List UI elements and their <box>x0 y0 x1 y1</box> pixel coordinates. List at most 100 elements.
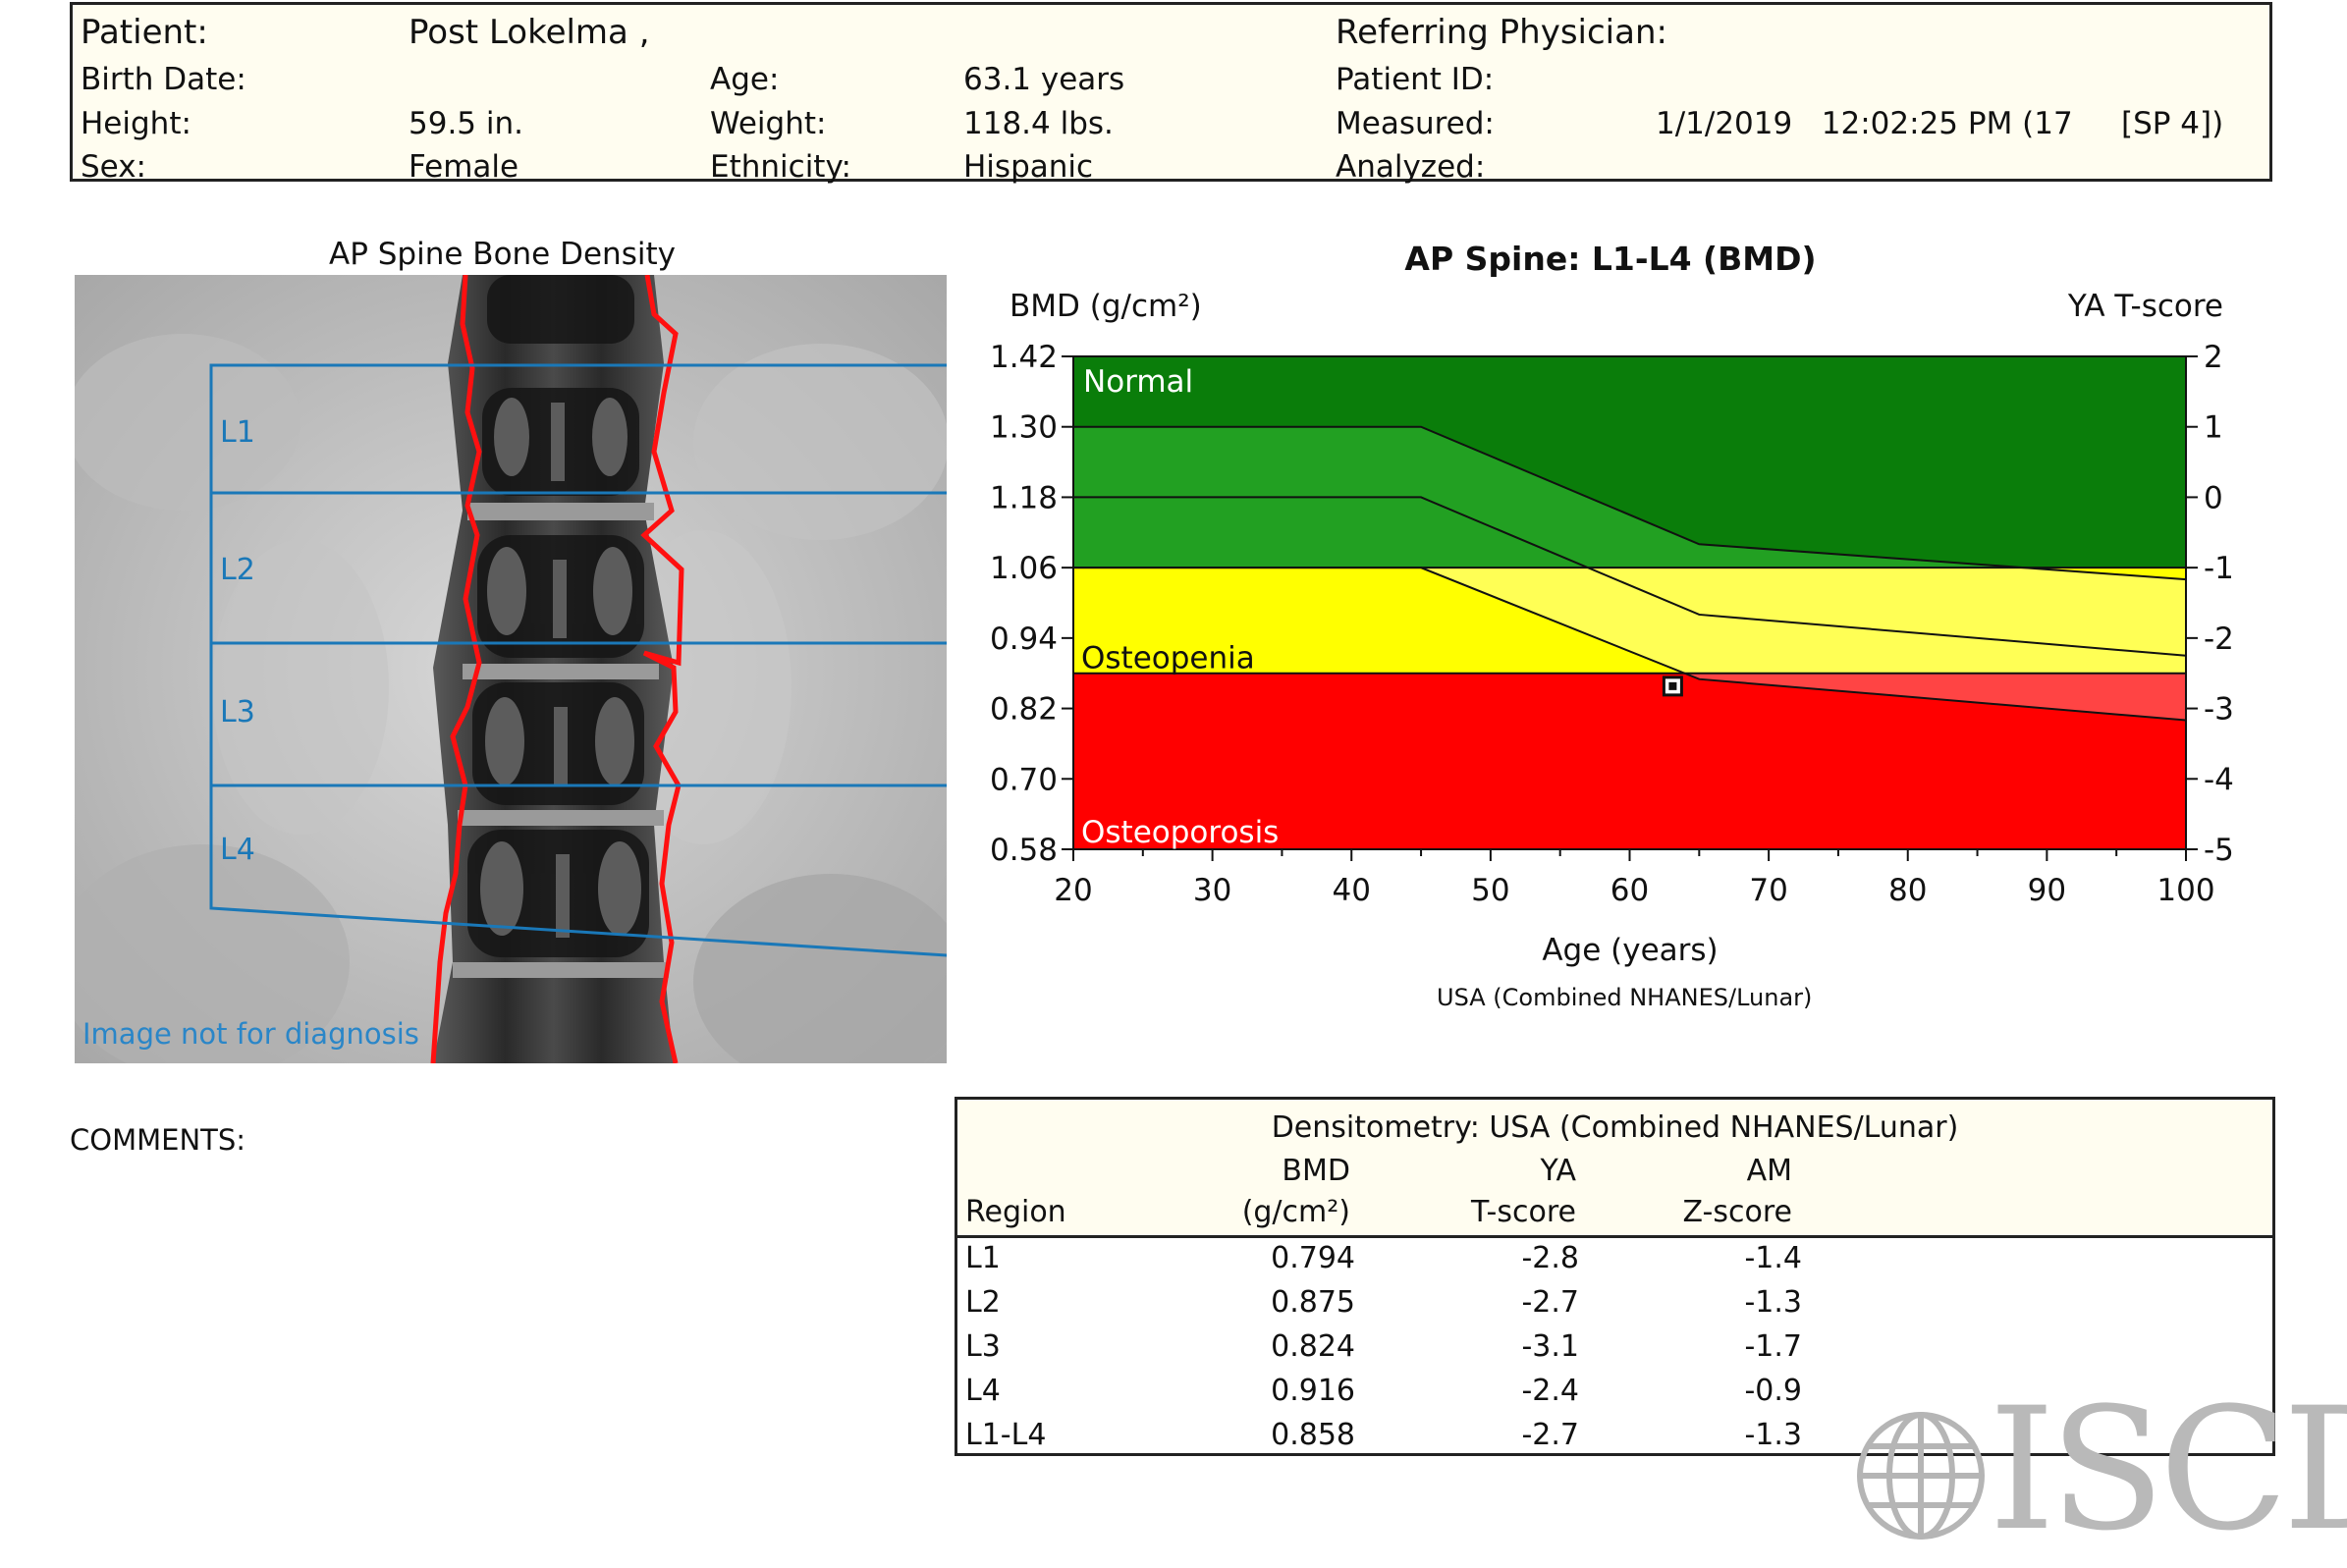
y2-axis-label: YA T-score <box>2067 289 2223 324</box>
row-bmd: 0.875 <box>1271 1285 1355 1320</box>
measured-label: Measured: <box>1336 106 1495 141</box>
vertebral-details <box>480 398 641 938</box>
row-tscore: -2.7 <box>1521 1285 1579 1320</box>
reference-population-note: USA (Combined NHANES/Lunar) <box>1437 984 1813 1011</box>
x-tick-label: 70 <box>1749 873 1787 908</box>
roi-label-l3: L3 <box>220 695 255 730</box>
roi-label-l1: L1 <box>220 415 255 450</box>
roi-label-l4: L4 <box>220 833 255 867</box>
diagnosis-watermark: Image not for diagnosis <box>82 1017 419 1051</box>
col-zscore-header: Z-score <box>1682 1195 1792 1229</box>
zone-label-normal: Normal <box>1083 364 1193 400</box>
y2-tick-label: -4 <box>2204 762 2234 797</box>
spine-image-title: AP Spine Bone Density <box>329 237 676 272</box>
row-region: L3 <box>965 1329 1001 1364</box>
col-tscore-header: T-score <box>1470 1195 1576 1229</box>
reference-curve-2 <box>1073 496 2187 657</box>
left-bone-edge <box>430 275 482 1063</box>
sex-label: Sex: <box>81 149 146 185</box>
row-region: L2 <box>965 1285 1001 1320</box>
row-tscore: -2.4 <box>1521 1374 1579 1408</box>
sex-value: Female <box>409 149 519 185</box>
reference-curve-1 <box>1073 425 2187 581</box>
row-zscore: -1.3 <box>1744 1418 1802 1452</box>
reference-band-osteopenia <box>1073 568 2186 674</box>
y-tick-label: 1.30 <box>990 410 1058 446</box>
row-zscore: -1.7 <box>1744 1329 1802 1364</box>
patient-marker-dot <box>1668 681 1677 690</box>
row-tscore: -2.8 <box>1521 1241 1579 1275</box>
row-tscore: -2.7 <box>1521 1418 1579 1452</box>
zone-label-osteoporosis: Osteoporosis <box>1081 815 1279 850</box>
row-region: L1-L4 <box>965 1418 1047 1452</box>
x-axis-label: Age (years) <box>1542 933 1718 968</box>
row-zscore: -1.3 <box>1744 1285 1802 1320</box>
reference-curve-3 <box>1073 567 2187 722</box>
y-tick-label: 1.06 <box>990 551 1058 586</box>
zone-lightening <box>1073 426 2186 850</box>
roi-boxes <box>209 363 947 957</box>
row-bmd: 0.794 <box>1271 1241 1355 1275</box>
y-tick-label: 1.18 <box>990 480 1058 515</box>
reference-band-osteoporosis <box>1684 673 2186 721</box>
y-tick-label: 0.70 <box>990 762 1058 797</box>
reference-curves <box>1073 425 2187 722</box>
weight-label: Weight: <box>710 106 827 141</box>
row-region: L4 <box>965 1374 1001 1408</box>
zone-label-osteopenia: Osteopenia <box>1081 641 1255 676</box>
patient-label: Patient: <box>81 13 208 52</box>
x-tick-label: 100 <box>2156 873 2214 908</box>
y-axis-label: BMD (g/cm²) <box>1010 289 1202 324</box>
x-tick-label: 50 <box>1471 873 1509 908</box>
x-tick-label: 60 <box>1610 873 1649 908</box>
x-tick-label: 20 <box>1054 873 1092 908</box>
iscd-logo-text: ISCD <box>1989 1371 2347 1568</box>
y2-tick-label: -3 <box>2204 692 2234 728</box>
reference-band-normal <box>1073 426 2024 568</box>
y-tick-label: 1.42 <box>990 340 1058 375</box>
x-tick-label: 90 <box>2028 873 2066 908</box>
col-am-header: AM <box>1746 1154 1792 1188</box>
globe-icon <box>1857 1412 1985 1540</box>
age-value: 63.1 years <box>963 62 1125 97</box>
roi-label-l2: L2 <box>220 553 255 587</box>
height-label: Height: <box>81 106 191 141</box>
col-bmd-header: BMD <box>1282 1154 1350 1188</box>
x-tick-label: 40 <box>1333 873 1371 908</box>
birth-date-label: Birth Date: <box>81 62 246 97</box>
disc-spaces <box>453 503 669 978</box>
row-bmd: 0.916 <box>1271 1374 1355 1408</box>
ethnicity-value: Hispanic <box>963 149 1094 185</box>
bmd-reference-chart: BMD (g/cm²) YA T-score 20 30 40 50 60 70 80 90 1… <box>990 289 2234 968</box>
x-tick-label: 80 <box>1888 873 1927 908</box>
patient-id-label: Patient ID: <box>1336 62 1495 97</box>
patient-result-marker <box>1662 676 1683 697</box>
row-zscore: -1.4 <box>1744 1241 1802 1275</box>
col-ya-header: YA <box>1540 1154 1576 1188</box>
weight-value: 118.4 lbs. <box>963 106 1114 141</box>
patient-info-box: Patient: Post Lokelma , Referring Physic… <box>70 2 2272 185</box>
y2-tick-label: 0 <box>2204 480 2223 515</box>
spine-scan-image: L1 L2 L3 L4 Image not for diagnosis <box>75 275 947 1063</box>
patient-name: Post Lokelma , <box>409 13 650 52</box>
col-bmd-unit: (g/cm²) <box>1241 1195 1350 1229</box>
age-label: Age: <box>710 62 780 97</box>
ethnicity-label: Ethnicity: <box>710 149 851 185</box>
row-bmd: 0.858 <box>1271 1418 1355 1452</box>
y2-tick-label: -2 <box>2204 622 2234 657</box>
height-value: 59.5 in. <box>409 106 523 141</box>
table-caption: Densitometry: USA (Combined NHANES/Lunar… <box>1271 1110 1959 1145</box>
chart-title: AP Spine: L1-L4 (BMD) <box>1404 240 1817 278</box>
row-tscore: -3.1 <box>1521 1329 1579 1364</box>
table-header: Densitometry: USA (Combined NHANES/Lunar… <box>957 1100 2272 1238</box>
comments-label: COMMENTS: <box>70 1123 246 1157</box>
y-tick-label: 0.94 <box>990 622 1058 657</box>
right-bone-edge <box>640 275 684 1063</box>
row-region: L1 <box>965 1241 1001 1275</box>
measured-value: 1/1/2019 12:02:25 PM (17 [SP 4]) <box>1656 106 2224 141</box>
densitometry-results-table: Densitometry: USA (Combined NHANES/Lunar… <box>955 1097 2275 1456</box>
physician-label: Referring Physician: <box>1336 13 1667 52</box>
col-region-header: Region <box>965 1195 1066 1229</box>
axis-ticks: 20 30 40 50 60 70 80 90 100 1.42 2 1.30 1 1.18 0 1.06 -1… <box>990 340 2234 908</box>
y2-tick-label: -1 <box>2204 551 2234 586</box>
